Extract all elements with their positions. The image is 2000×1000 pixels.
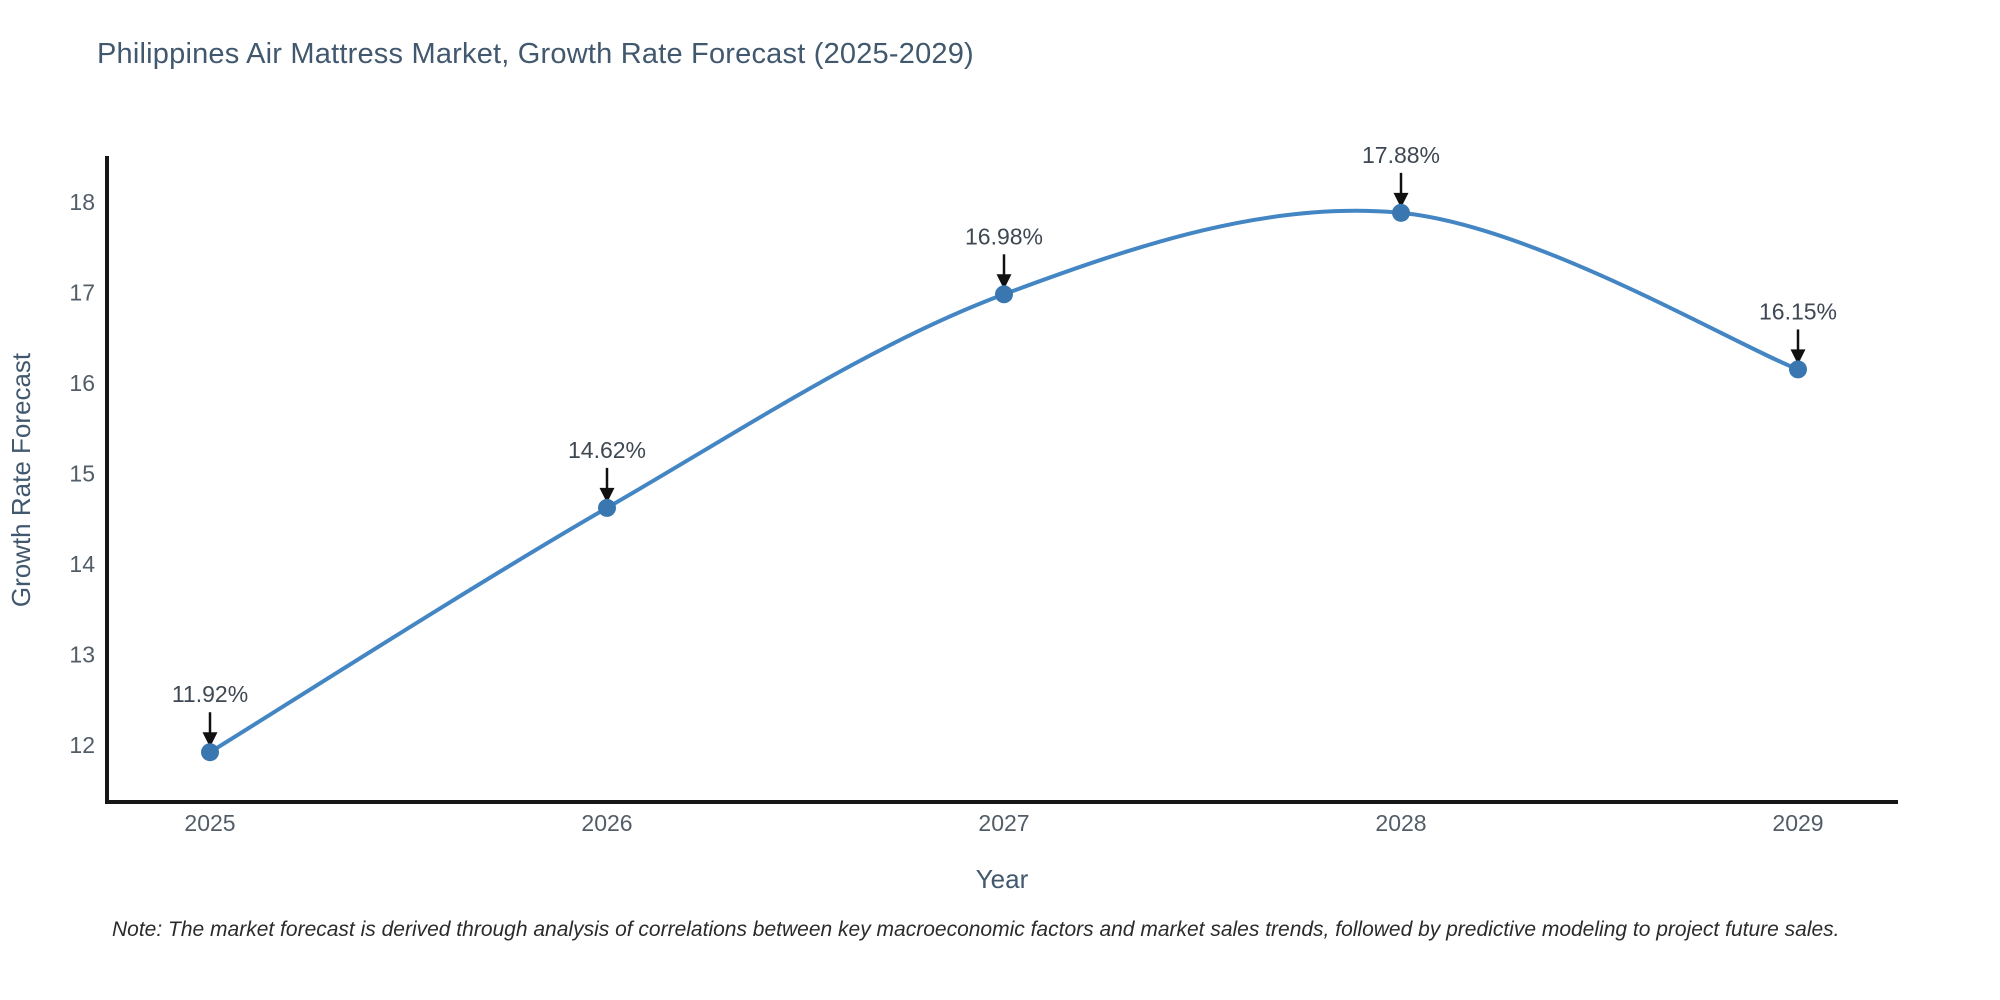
point-label: 14.62% <box>568 437 646 463</box>
annotation-arrow-head <box>996 274 1012 290</box>
y-tick-label: 15 <box>69 461 95 487</box>
x-tick-label: 2028 <box>1375 810 1426 836</box>
y-tick-label: 16 <box>69 370 95 396</box>
footnote: Note: The market forecast is derived thr… <box>112 918 1840 941</box>
data-point-marker[interactable] <box>1392 203 1410 222</box>
x-tick-label: 2026 <box>581 810 632 836</box>
point-label: 16.98% <box>965 223 1043 249</box>
point-label: 11.92% <box>172 681 248 707</box>
x-tick-label: 2029 <box>1772 810 1823 836</box>
data-point-marker[interactable] <box>201 743 219 762</box>
point-label: 16.15% <box>1759 298 1837 324</box>
data-point-marker[interactable] <box>995 285 1013 304</box>
data-point-marker[interactable] <box>1789 360 1807 379</box>
point-label: 17.88% <box>1362 142 1440 168</box>
y-axis-title: Growth Rate Forecast <box>6 352 36 607</box>
annotation-arrow-head <box>599 487 615 503</box>
chart-title: Philippines Air Mattress Market, Growth … <box>97 38 974 70</box>
y-tick-label: 14 <box>69 551 95 577</box>
x-axis-title: Year <box>976 864 1029 894</box>
x-tick-label: 2027 <box>978 810 1029 836</box>
annotation-arrow-head <box>1790 349 1806 365</box>
annotation-arrow-head <box>202 732 218 748</box>
y-tick-label: 12 <box>69 732 95 758</box>
y-tick-label: 18 <box>69 189 95 215</box>
y-tick-label: 17 <box>69 280 95 306</box>
annotation-arrow-head <box>1393 192 1409 208</box>
y-tick-label: 13 <box>69 642 95 668</box>
data-point-marker[interactable] <box>598 498 616 517</box>
x-tick-label: 2025 <box>184 810 235 836</box>
